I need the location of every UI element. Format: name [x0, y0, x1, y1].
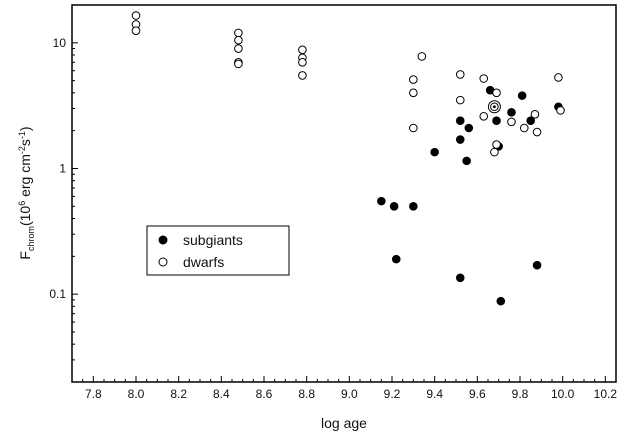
y-label-exp3: -1: [17, 131, 27, 139]
dwarf-point: [234, 44, 243, 53]
legend-marker-subgiants: [158, 235, 168, 245]
y-label-unit-close: ): [17, 126, 33, 131]
legend-label-dwarfs: dwarfs: [183, 254, 224, 270]
dwarf-point: [530, 109, 540, 119]
plot-frame: [71, 4, 617, 383]
sun-symbol-dot: [493, 105, 496, 109]
subgiant-point: [389, 202, 399, 211]
dwarf-point: [298, 71, 307, 80]
x-axis-label: log age: [321, 415, 367, 431]
x-tick-label: 8.6: [256, 387, 273, 401]
dwarf-point: [532, 127, 542, 137]
subgiant-point: [532, 260, 542, 270]
subgiant-point: [462, 156, 471, 166]
y-label-unit-open: (10: [17, 206, 33, 226]
subgiant-point: [455, 273, 465, 283]
x-tick-label: 8.4: [213, 387, 230, 401]
subgiant-point: [391, 254, 401, 264]
dwarf-point: [234, 28, 243, 38]
dwarf-point: [556, 106, 565, 115]
x-ticks: 7.8 8.0 8.2 8.4 8.6 8.8 9.0 9.2 9.4 9.6 9.8 10.0 10.…: [71, 376, 618, 401]
dwarf-point: [409, 88, 418, 98]
subgiant-point: [526, 116, 535, 126]
y-label-unit-mid2: s: [17, 139, 33, 146]
subgiant-point: [517, 91, 527, 100]
subgiant-point: [409, 202, 418, 211]
subgiant-point: [464, 123, 474, 133]
dwarf-point: [409, 123, 418, 133]
y-label-exp1: 6: [17, 201, 27, 206]
x-tick-label: 10.0: [551, 387, 575, 401]
legend-marker-dwarfs: [158, 257, 168, 267]
x-tick-label: 9.6: [469, 387, 486, 401]
dwarf-point: [507, 117, 516, 127]
dwarf-point: [131, 26, 141, 35]
dwarf-point: [455, 70, 465, 79]
dwarf-point: [492, 88, 501, 98]
data-points: [131, 11, 565, 306]
subgiant-point: [455, 116, 465, 126]
dwarf-point: [298, 45, 307, 55]
y-label-sub: chrom: [26, 226, 36, 251]
subgiant-point: [496, 296, 506, 306]
dwarf-point: [234, 35, 243, 45]
dwarf-point: [492, 140, 501, 149]
y-ticks: 0.1 1 10: [49, 4, 78, 383]
dwarf-point: [479, 112, 489, 121]
dwarf-point: [234, 59, 243, 69]
dwarf-point: [554, 73, 563, 82]
legend: subgiants dwarfs: [146, 225, 290, 276]
x-tick-label: 8.8: [298, 387, 315, 401]
y-tick-label: 0.1: [49, 287, 66, 301]
y-label-unit-mid1: erg cm: [17, 154, 33, 201]
dwarf-point: [490, 147, 499, 157]
x-tick-label: 9.2: [384, 387, 401, 401]
x-tick-label: 9.0: [341, 387, 358, 401]
dwarf-point: [409, 75, 418, 84]
sun-symbol-ring: [487, 100, 501, 114]
dwarf-point: [417, 52, 427, 61]
x-tick-label: 9.4: [426, 387, 443, 401]
subgiant-point: [507, 108, 516, 117]
y-tick-label: 1: [59, 161, 66, 175]
x-tick-label: 7.8: [85, 387, 102, 401]
subgiant-point: [377, 196, 386, 206]
x-tick-label: 9.8: [512, 387, 529, 401]
dwarf-point: [131, 11, 141, 20]
dwarf-point: [455, 95, 465, 105]
x-tick-label: 10.2: [594, 387, 618, 401]
dwarf-point: [519, 123, 529, 133]
y-axis-label: Fchrom(106 erg cm-2s-1): [17, 126, 36, 259]
x-tick-label: 8.2: [170, 387, 187, 401]
dwarf-point: [298, 57, 307, 67]
y-tick-label: 10: [53, 36, 67, 50]
dwarf-point: [479, 74, 489, 83]
subgiant-point: [430, 147, 439, 157]
legend-label-subgiants: subgiants: [183, 232, 243, 248]
subgiant-point: [492, 116, 501, 126]
y-label-exp2: -2: [17, 146, 27, 154]
subgiant-point: [455, 135, 465, 144]
x-tick-label: 8.0: [128, 387, 145, 401]
legend-box: [146, 225, 290, 276]
y-label-main: F: [17, 251, 33, 260]
